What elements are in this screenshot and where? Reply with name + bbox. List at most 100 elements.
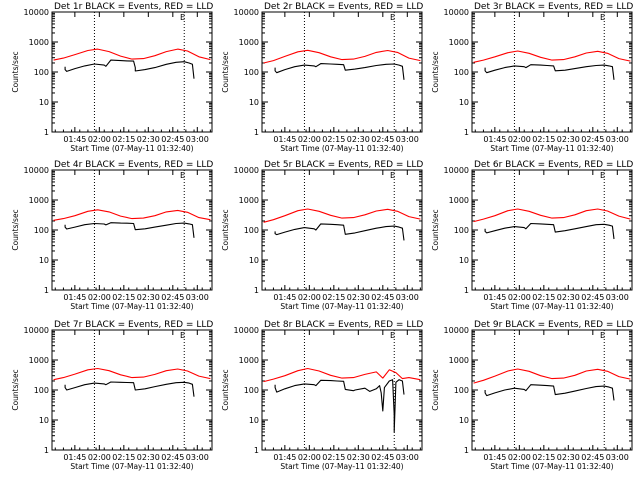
series-lld-line [473, 368, 631, 384]
x-tick-label: 02:15 [112, 453, 135, 462]
corner-marker: E [600, 171, 605, 180]
plot-frame [471, 11, 633, 133]
chart-title: Det 6r BLACK = Events, RED = LLD [474, 160, 633, 170]
x-tick-label: 02:00 [88, 453, 111, 462]
x-axis-label: Start Time (07-May-11 01:32:40) [280, 302, 403, 311]
y-tick-label: 10 [39, 256, 49, 265]
plot-frame [261, 11, 423, 133]
x-tick-label: 02:45 [371, 453, 394, 462]
y-axis-label: Counts/sec [221, 209, 230, 250]
x-tick-label: 02:45 [161, 453, 184, 462]
x-tick-label: 02:45 [371, 135, 394, 144]
series-events-line [484, 222, 615, 240]
x-tick-label: 02:15 [112, 135, 135, 144]
x-tick-label: 02:00 [88, 135, 111, 144]
x-axis-label: Start Time (07-May-11 01:32:40) [490, 144, 613, 153]
y-tick-label: 10000 [234, 326, 259, 335]
corner-marker: E [180, 171, 185, 180]
chart-title: Det 1r BLACK = Events, RED = LLD [54, 2, 213, 12]
y-tick-label: 10000 [234, 8, 259, 17]
y-tick-label: 10000 [444, 326, 469, 335]
x-tick-label: 01:45 [273, 293, 296, 302]
y-tick-label: 10000 [234, 166, 259, 175]
chart-title: Det 7r BLACK = Events, RED = LLD [54, 320, 213, 330]
series-lld-line [263, 49, 421, 64]
y-tick-label: 10 [459, 98, 469, 107]
x-tick-label: 03:00 [396, 293, 419, 302]
series-events-line [484, 64, 615, 80]
y-tick-label: 1 [464, 286, 469, 295]
y-tick-label: 1000 [29, 196, 49, 205]
y-tick-label: 10000 [444, 166, 469, 175]
y-tick-label: 10000 [444, 8, 469, 17]
y-tick-label: 100 [454, 68, 469, 77]
series-lld-line [263, 208, 421, 223]
y-tick-label: 10 [459, 256, 469, 265]
y-tick-label: 1000 [29, 356, 49, 365]
series-lld-line [263, 367, 421, 383]
plot-frame [51, 329, 213, 451]
x-tick-label: 02:30 [347, 453, 370, 462]
x-axis-label: Start Time (07-May-11 01:32:40) [280, 144, 403, 153]
x-tick-label: 02:00 [508, 135, 531, 144]
plot-frame [51, 11, 213, 133]
y-axis-label: Counts/sec [11, 51, 20, 92]
y-tick-label: 100 [34, 226, 49, 235]
chart-title: Det 3r BLACK = Events, RED = LLD [474, 2, 633, 12]
y-axis-label: Counts/sec [431, 369, 440, 410]
y-tick-label: 100 [34, 386, 49, 395]
y-tick-label: 1 [44, 286, 49, 295]
series-events-line [274, 223, 405, 241]
x-axis-label: Start Time (07-May-11 01:32:40) [490, 462, 613, 471]
x-tick-label: 02:45 [161, 293, 184, 302]
y-tick-label: 1 [254, 446, 259, 455]
x-tick-label: 02:15 [112, 293, 135, 302]
y-tick-label: 100 [34, 68, 49, 77]
x-tick-label: 02:15 [322, 293, 345, 302]
series-events-line [64, 222, 195, 238]
x-tick-label: 03:00 [186, 293, 209, 302]
x-axis-label: Start Time (07-May-11 01:32:40) [70, 302, 193, 311]
x-tick-label: 02:30 [137, 135, 160, 144]
y-tick-label: 1 [254, 286, 259, 295]
y-tick-label: 1000 [239, 38, 259, 47]
x-axis-label: Start Time (07-May-11 01:32:40) [70, 462, 193, 471]
y-tick-label: 1 [254, 128, 259, 137]
x-tick-label: 03:00 [396, 453, 419, 462]
x-tick-label: 02:15 [532, 453, 555, 462]
x-tick-label: 01:45 [483, 135, 506, 144]
corner-marker: E [180, 331, 185, 340]
y-tick-label: 1 [464, 446, 469, 455]
x-tick-label: 03:00 [606, 293, 629, 302]
x-tick-label: 02:30 [557, 135, 580, 144]
y-tick-label: 100 [244, 386, 259, 395]
corner-marker: E [390, 13, 395, 22]
x-tick-label: 02:30 [137, 453, 160, 462]
y-axis-label: Counts/sec [11, 369, 20, 410]
series-lld-line [473, 208, 631, 223]
series-lld-line [473, 50, 631, 63]
y-tick-label: 10 [459, 416, 469, 425]
chart-title: Det 2r BLACK = Events, RED = LLD [264, 2, 423, 12]
x-tick-label: 03:00 [606, 135, 629, 144]
y-tick-label: 10000 [24, 166, 49, 175]
y-tick-label: 10 [249, 98, 259, 107]
series-lld-line [53, 367, 211, 381]
corner-marker: E [390, 171, 395, 180]
x-axis-label: Start Time (07-May-11 01:32:40) [490, 302, 613, 311]
y-tick-label: 1000 [239, 196, 259, 205]
x-tick-label: 02:30 [557, 293, 580, 302]
corner-marker: E [600, 13, 605, 22]
y-tick-label: 100 [244, 68, 259, 77]
y-tick-label: 10 [249, 256, 259, 265]
x-tick-label: 03:00 [186, 453, 209, 462]
y-axis-label: Counts/sec [11, 209, 20, 250]
y-tick-label: 10 [249, 416, 259, 425]
corner-marker: E [390, 331, 395, 340]
